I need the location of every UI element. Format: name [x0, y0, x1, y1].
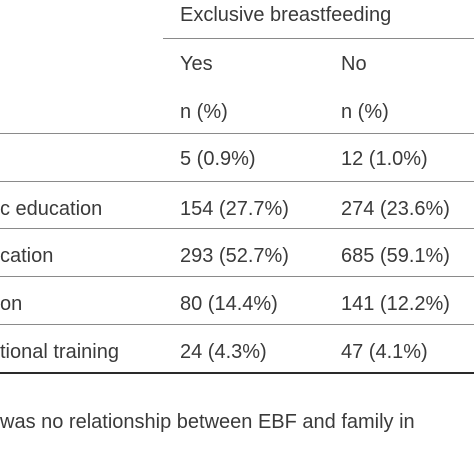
cell-no: 685 (59.1%)	[341, 245, 450, 267]
footnote: was no relationship between EBF and fami…	[0, 411, 415, 433]
row-divider	[0, 228, 474, 229]
cell-yes: 293 (52.7%)	[180, 245, 289, 267]
cell-yes: 154 (27.7%)	[180, 198, 289, 220]
cell-yes: 24 (4.3%)	[180, 341, 267, 363]
row-divider	[0, 324, 474, 325]
column-header-yes: Yes	[180, 53, 213, 75]
cell-no: 47 (4.1%)	[341, 341, 428, 363]
group-header-rule	[163, 38, 474, 39]
cell-no: 274 (23.6%)	[341, 198, 450, 220]
column-header-no: No	[341, 53, 367, 75]
unit-header-no: n (%)	[341, 101, 389, 123]
cell-yes: 80 (14.4%)	[180, 293, 278, 315]
header-bottom-rule	[0, 133, 474, 134]
cell-no: 141 (12.2%)	[341, 293, 450, 315]
cell-no: 12 (1.0%)	[341, 148, 428, 170]
row-divider	[0, 276, 474, 277]
row-label: c education	[0, 198, 103, 220]
group-header: Exclusive breastfeeding	[180, 4, 392, 26]
unit-header-yes: n (%)	[180, 101, 228, 123]
row-label: on	[0, 293, 23, 315]
table-bottom-rule	[0, 372, 474, 374]
row-divider	[0, 181, 474, 182]
row-label: cation	[0, 245, 54, 267]
cell-yes: 5 (0.9%)	[180, 148, 256, 170]
row-label: tional training	[0, 341, 119, 363]
